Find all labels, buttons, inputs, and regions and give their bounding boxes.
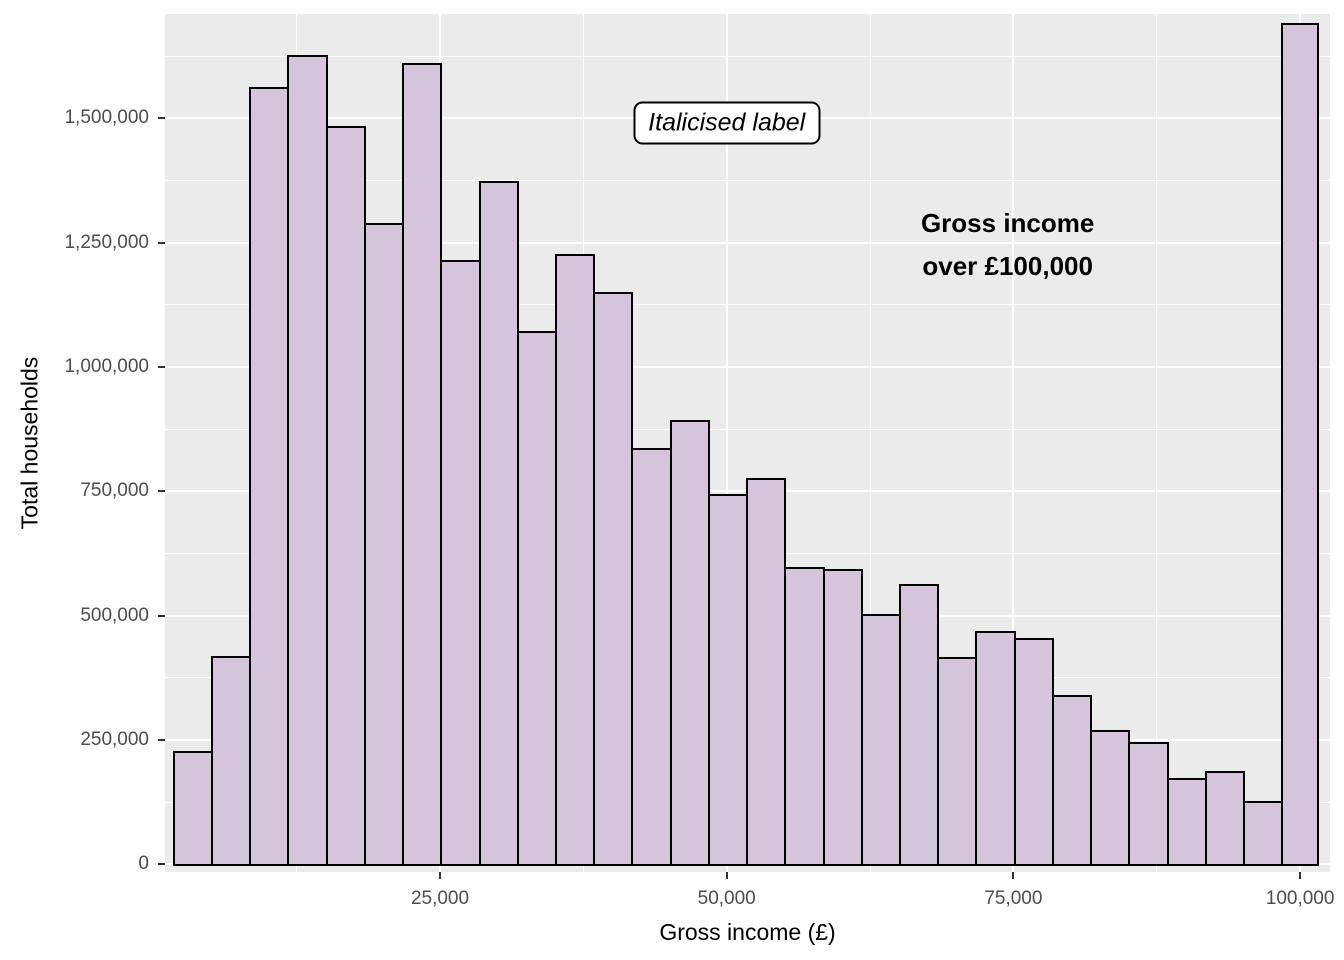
histogram-bar [784, 567, 825, 866]
y-tick-mark [158, 614, 165, 617]
histogram-bar [1205, 771, 1245, 866]
y-tick-mark [158, 738, 165, 741]
histogram-bar [593, 292, 633, 866]
histogram-bar [861, 614, 901, 866]
y-tick-label: 500,000 [80, 604, 149, 626]
y-tick-mark [158, 365, 165, 368]
y-tick-label: 250,000 [80, 728, 149, 750]
y-gridline-minor [165, 304, 1330, 306]
y-tick-mark [158, 490, 165, 493]
x-tick-mark [439, 872, 441, 879]
histogram-bar [823, 569, 863, 866]
x-tick-label: 75,000 [984, 888, 1043, 909]
italicised-label-annotation: Italicised label [633, 101, 821, 145]
x-tick-label: 50,000 [697, 888, 756, 909]
histogram-bar [173, 751, 213, 866]
y-tick-label: 1,250,000 [64, 231, 149, 253]
y-tick-label: 0 [138, 853, 149, 875]
y-gridline-minor [165, 179, 1330, 181]
y-tick-label: 1,500,000 [64, 107, 149, 129]
histogram-bar [899, 584, 939, 866]
gross-income-annotation: Gross income over £100,000 [921, 202, 1094, 288]
histogram-bar [479, 181, 519, 866]
gross-income-annotation-line1: Gross income [920, 208, 1095, 239]
y-gridline-major [165, 365, 1330, 368]
histogram-bar [440, 260, 481, 866]
histogram-bar [1014, 638, 1054, 866]
x-tick-mark [1012, 872, 1015, 879]
y-gridline-minor [165, 428, 1330, 430]
x-gridline-minor [869, 14, 871, 872]
x-axis-title: Gross income (£) [659, 919, 836, 945]
y-axis-title: Total households [16, 356, 43, 530]
x-tick-mark [725, 872, 728, 879]
histogram-bar [326, 126, 366, 866]
histogram-bar [211, 656, 251, 866]
y-tick-label: 750,000 [80, 480, 149, 502]
histogram-bar [746, 478, 786, 866]
histogram-bar [1090, 730, 1130, 866]
x-gridline-minor [1156, 14, 1158, 872]
histogram-bar [937, 657, 977, 866]
histogram-bar [670, 420, 710, 866]
y-tick-label: 1,000,000 [64, 355, 149, 377]
histogram-bar [708, 494, 748, 866]
histogram-bar [555, 254, 595, 866]
y-tick-mark [158, 863, 165, 866]
histogram-bar [1052, 695, 1092, 866]
x-tick-mark [1299, 872, 1302, 879]
histogram-bar [631, 448, 672, 866]
histogram-bar [1128, 742, 1169, 866]
y-gridline-major [165, 241, 1330, 244]
plot-panel [165, 14, 1330, 872]
histogram-bar [1167, 778, 1207, 866]
y-tick-mark [158, 241, 165, 244]
histogram-bar [364, 223, 404, 866]
x-gridline-major [725, 14, 728, 872]
histogram-bar [1281, 23, 1319, 866]
x-tick-label: 100,000 [1265, 888, 1335, 909]
gross-income-annotation-line2: over £100,000 [922, 251, 1093, 282]
histogram-bar [287, 55, 328, 866]
x-gridline-major [1012, 14, 1015, 872]
histogram-bar [249, 87, 289, 866]
y-gridline-minor [165, 55, 1330, 57]
histogram-bar [402, 63, 442, 866]
histogram-bar [517, 331, 557, 866]
histogram-bar [975, 631, 1016, 866]
x-tick-label: 25,000 [410, 888, 470, 909]
histogram-bar [1243, 801, 1283, 866]
y-tick-mark [158, 117, 165, 120]
